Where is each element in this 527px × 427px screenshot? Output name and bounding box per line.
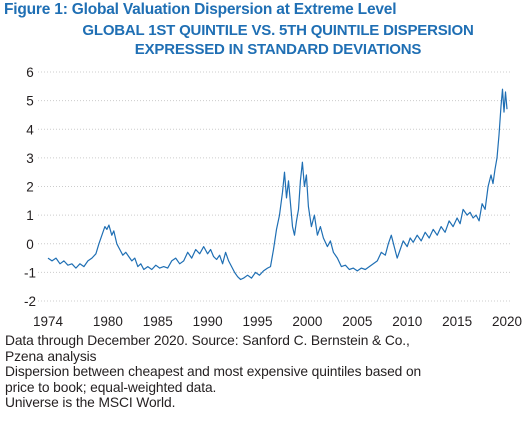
x-tick-label: 2000	[292, 314, 322, 329]
y-tick-label: 2	[26, 180, 34, 195]
y-tick-label: 6	[26, 65, 34, 80]
x-tick-label: 2015	[442, 314, 472, 329]
chart-title-line-2: EXPRESSED IN STANDARD DEVIATIONS	[134, 41, 422, 58]
note-line: Data through December 2020. Source: Sanf…	[5, 333, 410, 348]
note-line: Dispersion between cheapest and most exp…	[5, 364, 422, 380]
chart-title-line-1: GLOBAL 1ST QUINTILE VS. 5TH QUINTILE DIS…	[82, 22, 474, 39]
y-tick-label: 5	[26, 94, 34, 109]
note-line: Pzena analysis	[5, 348, 97, 364]
y-tick-label: 3	[26, 151, 34, 166]
x-tick-label: 1995	[243, 314, 273, 329]
x-tick-label: 1980	[93, 314, 123, 329]
y-tick-label: 4	[26, 122, 34, 137]
note-line: Universe is the MSCI World.	[5, 395, 176, 411]
chart-notes: Data through December 2020. Source: Sanf…	[5, 333, 520, 411]
x-tick-label: 2010	[392, 314, 422, 329]
x-tick-label: 2005	[342, 314, 372, 329]
x-tick-label: 2020	[492, 314, 522, 329]
x-tick-label: 1985	[143, 314, 173, 329]
note-line: price to book; equal-weighted data.	[5, 379, 217, 395]
y-tick-label: 0	[26, 237, 34, 252]
y-tick-label: -2	[24, 294, 36, 309]
y-tick-label: 1	[26, 208, 34, 223]
dispersion-series-line	[47, 88, 508, 281]
x-tick-label: 1974	[33, 314, 64, 329]
y-tick-label: -1	[24, 265, 36, 280]
x-tick-label: 1990	[193, 314, 223, 329]
figure-title: Figure 1: Global Valuation Dispersion at…	[4, 1, 397, 18]
dispersion-line-chart: 6 5 4 3 2 1 0 -1 -2 1974 1980 1985 1990 1995 2000 2005 2…	[24, 65, 522, 329]
